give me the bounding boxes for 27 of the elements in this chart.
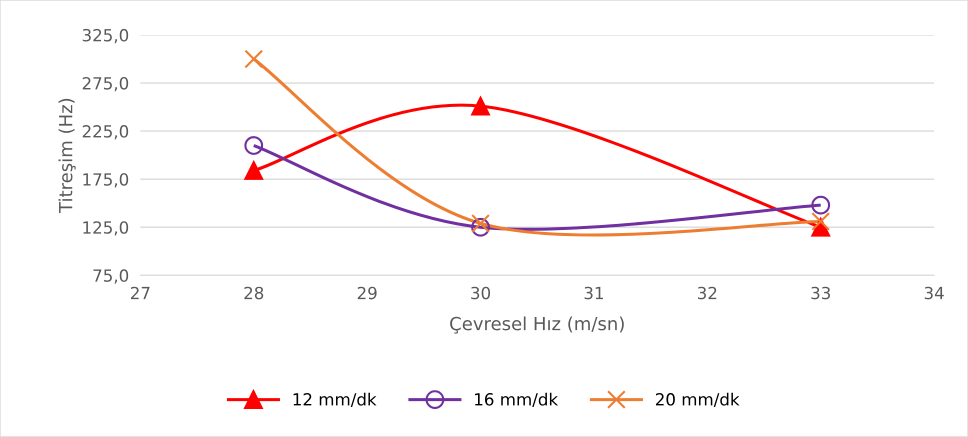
legend-label: 16 mm/dk	[475, 392, 558, 407]
y-tick-label: 125,0	[83, 221, 128, 236]
y-axis-title: Titreşim (Hz)	[58, 98, 76, 213]
point	[471, 218, 490, 237]
x-tick-label: 29	[358, 286, 377, 300]
legend-label: 12 mm/dk	[294, 392, 377, 407]
x-tick-label: 34	[924, 286, 944, 300]
point	[244, 161, 264, 180]
y-tick-label: 275,0	[82, 76, 128, 92]
point	[471, 214, 490, 233]
x-tick-label: 31	[584, 286, 603, 300]
point	[244, 50, 264, 68]
point	[471, 96, 490, 116]
y-tick-label: 325,0	[82, 28, 128, 44]
point	[244, 136, 264, 155]
x-tick-label: 30	[471, 286, 490, 300]
y-tick-label: 75,0	[94, 269, 128, 284]
x-tick-label: 32	[698, 286, 716, 300]
point	[811, 196, 830, 215]
x-tick-label: 28	[244, 286, 264, 300]
x-tick-label: 27	[130, 286, 150, 300]
legend-label: 20 mm/dk	[656, 392, 740, 407]
point	[811, 212, 830, 231]
y-tick-label: 225,0	[82, 125, 128, 140]
x-axis-title: Çevresel Hız (m/sn)	[450, 316, 624, 334]
x-tick-label: 33	[811, 286, 830, 300]
y-tick-label: 175,0	[83, 173, 128, 188]
